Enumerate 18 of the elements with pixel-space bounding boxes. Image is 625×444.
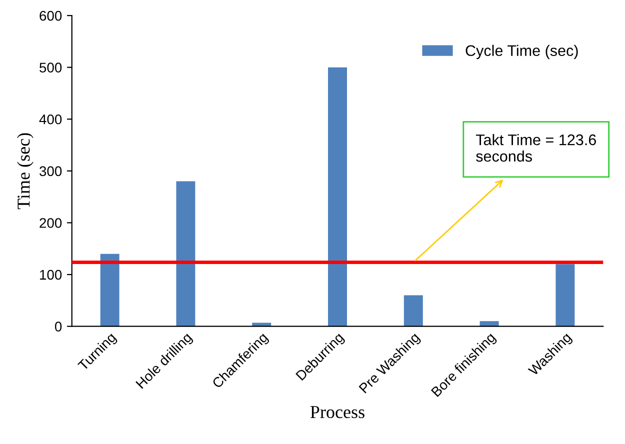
bar <box>176 181 196 326</box>
y-tick-label: 0 <box>54 322 62 332</box>
x-axis-title: Process <box>310 406 364 418</box>
y-axis-title: Time (sec) <box>17 133 34 210</box>
y-tick-label: 600 <box>40 10 62 21</box>
legend-label: Cycle Time (sec) <box>466 44 578 60</box>
bar <box>556 264 575 326</box>
y-tick-label: 200 <box>40 218 62 228</box>
y-tick-label: 400 <box>39 114 62 124</box>
bar <box>328 67 347 326</box>
y-tick-label: 500 <box>40 62 62 73</box>
bar <box>404 295 423 326</box>
y-tick-label: 100 <box>40 270 62 280</box>
bar <box>480 321 499 326</box>
bar <box>100 254 120 326</box>
bar <box>252 322 272 326</box>
y-tick-label: 300 <box>40 166 62 176</box>
annotation: Takt Time = 123.6 seconds <box>476 134 596 162</box>
